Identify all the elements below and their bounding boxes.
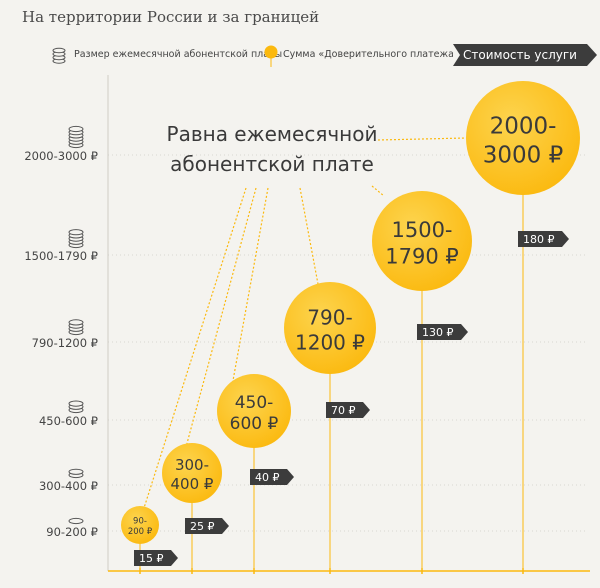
annotation-leader (299, 187, 319, 285)
annotation-leader (231, 187, 269, 387)
annotation-leader (185, 187, 257, 448)
y-tick-label: 300-400 ₽ (39, 479, 98, 493)
bubble-label: 600 ₽ (230, 414, 279, 434)
bubble (217, 374, 291, 448)
bubble (121, 506, 159, 544)
cost-badge (417, 324, 468, 340)
annotation-leader (371, 185, 385, 197)
cost-label: 40 ₽ (255, 471, 280, 484)
bubble-label: 1200 ₽ (295, 330, 365, 354)
annotation-line2: абонентской плате (170, 152, 374, 176)
bubble-label: 450- (235, 393, 274, 413)
coin-stack-icon (68, 319, 84, 336)
legend-fee-label: Размер ежемесячной абонентской платы (74, 49, 283, 60)
legend-trust-label: Сумма «Доверительного платежа» (283, 49, 460, 60)
cost-label: 130 ₽ (422, 326, 454, 339)
legend: Размер ежемесячной абонентской платы Сум… (0, 44, 600, 68)
cost-badge (185, 518, 229, 534)
bubble-label: 790- (307, 305, 352, 329)
bubble-label: 90- (133, 516, 147, 526)
bubble-label: 1500- (391, 218, 452, 242)
cost-label: 180 ₽ (523, 233, 555, 246)
bubble-label: 300- (175, 456, 209, 474)
coin-stack-icon (68, 468, 84, 479)
cost-label: 15 ₽ (139, 552, 164, 565)
page-title: На территории России и за границей (22, 8, 320, 26)
cost-label: 25 ₽ (190, 520, 215, 533)
coin-stack-icon (68, 400, 84, 414)
coin-stack-icon (68, 229, 84, 249)
cost-badge (326, 402, 370, 418)
y-tick-label: 1500-1790 ₽ (24, 249, 98, 263)
bubble (372, 191, 472, 291)
bubble (162, 443, 222, 503)
annotation-leader (377, 137, 467, 141)
cost-badge (518, 231, 569, 247)
cost-badge (134, 550, 178, 566)
annotation-line1: Равна ежемесячной (167, 122, 378, 146)
bubble-label: 3000 ₽ (483, 142, 563, 168)
bubble-label: 2000- (490, 114, 557, 140)
bubble (466, 81, 580, 195)
bubble (284, 282, 376, 374)
legend-cost-badge: Стоимость услуги (453, 44, 597, 66)
coin-stack-icon (68, 125, 84, 149)
cost-label: 70 ₽ (331, 404, 356, 417)
balloon-icon (264, 45, 278, 67)
y-tick-label: 2000-3000 ₽ (24, 149, 98, 163)
y-tick-label: 790-1200 ₽ (32, 336, 98, 350)
coin-stack-icon (68, 517, 84, 525)
cost-badge (250, 469, 294, 485)
bubble-label: 1790 ₽ (385, 244, 458, 268)
coin-stack-icon (52, 47, 66, 64)
y-tick-label: 90-200 ₽ (46, 525, 98, 539)
bubble-label: 200 ₽ (128, 527, 153, 537)
bubble-label: 400 ₽ (171, 475, 214, 493)
y-tick-label: 450-600 ₽ (39, 414, 98, 428)
